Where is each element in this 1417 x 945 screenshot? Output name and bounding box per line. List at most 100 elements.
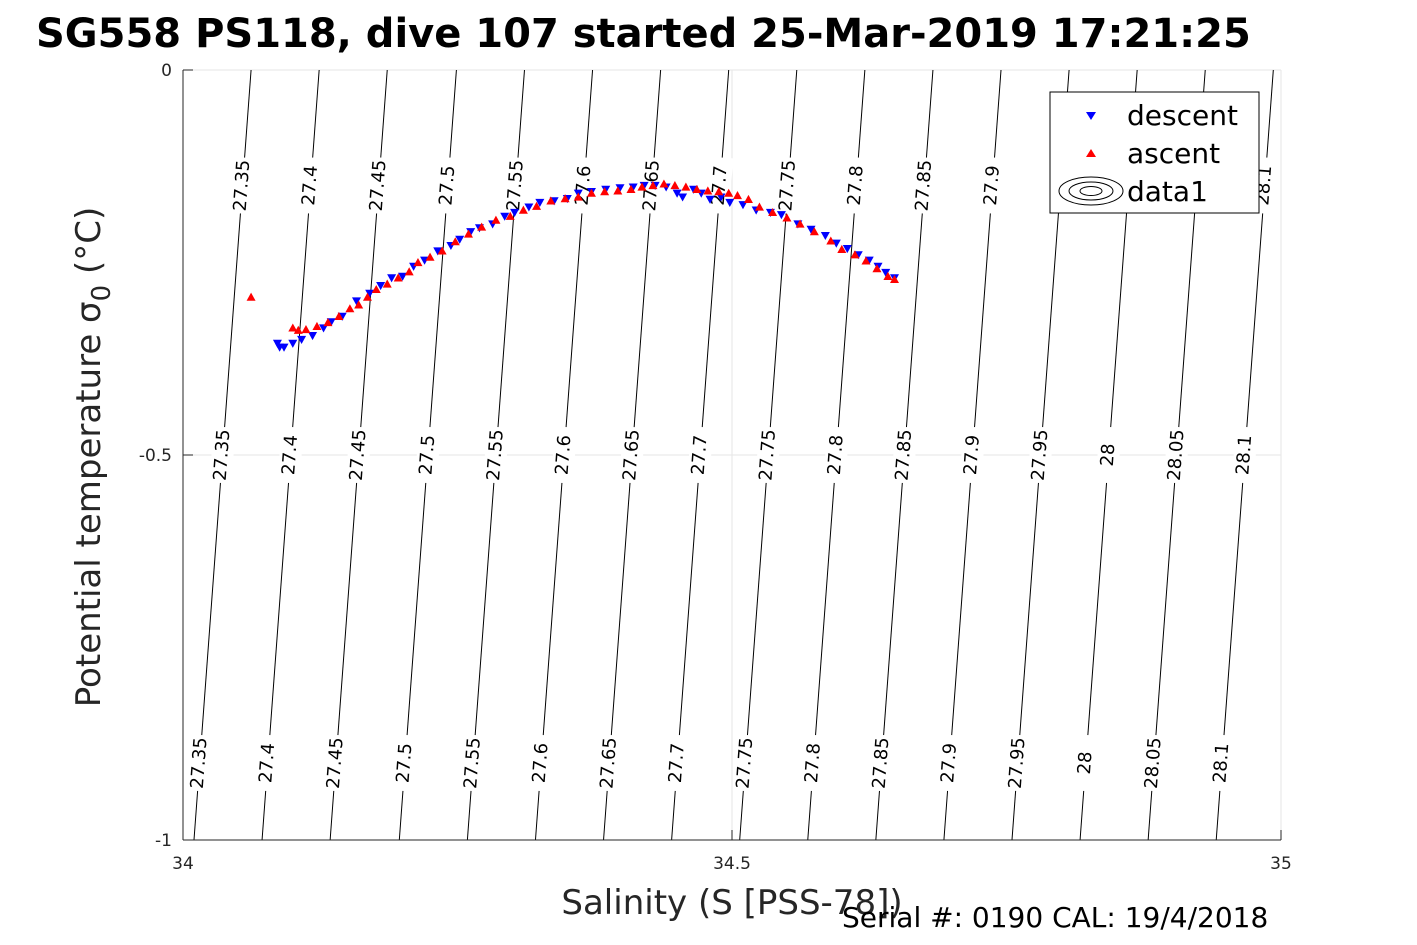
isopycnal-label-11-0: 27.9 bbox=[980, 165, 1004, 207]
descent-point-24 bbox=[524, 203, 534, 212]
ascent-point-5 bbox=[323, 318, 333, 327]
isopycnal-label-13-0: 28 bbox=[1097, 443, 1120, 467]
x-tick-label-2: 35 bbox=[1270, 854, 1292, 874]
ascent-point-31 bbox=[637, 182, 647, 191]
ascent-point-21 bbox=[505, 211, 515, 220]
isopycnal-label-14-1: 28.05 bbox=[1141, 736, 1166, 789]
isopycnal-label-3-0: 27.5 bbox=[435, 165, 459, 207]
legend-item-ascent: ascent bbox=[1086, 137, 1220, 170]
ascent-point-3 bbox=[301, 324, 311, 334]
isopycnal-label-bg-13-0 bbox=[1095, 426, 1122, 484]
ascent-point-33 bbox=[659, 179, 669, 188]
isopycnal-label-8-1: 27.75 bbox=[755, 428, 780, 481]
ascent-point-6 bbox=[334, 311, 344, 320]
axes bbox=[182, 69, 1282, 841]
isopycnal-label-bg-0-1 bbox=[209, 426, 236, 484]
ascent-point-36 bbox=[692, 184, 702, 193]
ascent-point-20 bbox=[491, 215, 501, 224]
isopycnal-label-6-2: 27.65 bbox=[596, 736, 621, 789]
isopycnal-label-bg-4-2 bbox=[460, 734, 487, 792]
legend-ascent-label: ascent bbox=[1127, 137, 1220, 170]
isopycnal-label-8-2: 27.75 bbox=[733, 736, 758, 789]
isopycnal-label-bg-7-1 bbox=[687, 426, 714, 484]
ascent-point-23 bbox=[532, 201, 542, 210]
isopycnal-label-bg-8-2 bbox=[732, 734, 759, 792]
descent-point-12 bbox=[387, 274, 397, 283]
ascent-point-4 bbox=[312, 321, 322, 331]
descent-point-3 bbox=[288, 339, 298, 348]
isopycnal-label-0-0: 27.35 bbox=[230, 159, 255, 212]
isopycnal-label-4-1: 27.55 bbox=[483, 428, 508, 481]
isopycnal-label-12-1: 27.95 bbox=[1005, 736, 1030, 789]
ascent-point-39 bbox=[724, 188, 734, 197]
isopycnal-label-bg-8-0 bbox=[775, 156, 802, 215]
ascent-point-19 bbox=[477, 222, 487, 231]
ascent-point-35 bbox=[681, 182, 691, 191]
descent-point-10 bbox=[365, 289, 375, 298]
isopycnal-label-bg-9-2 bbox=[800, 734, 827, 792]
ascent-point-14 bbox=[413, 258, 423, 267]
descent-point-48 bbox=[806, 225, 816, 234]
isopycnal-label-15-1: 28.1 bbox=[1232, 434, 1256, 476]
isopycnal-contours: 27.35 27.35 27.35 27.4 27.4 27.4 27.45 27.45 27.… bbox=[186, 69, 1278, 841]
isopycnal-label-0-1: 27.35 bbox=[210, 428, 235, 481]
isopycnal-label-bg-6-1 bbox=[619, 426, 646, 484]
descent-point-43 bbox=[738, 201, 748, 210]
ascent-point-48 bbox=[837, 244, 847, 254]
ascent-point-28 bbox=[600, 187, 610, 196]
isopycnal-label-bg-12-1 bbox=[1004, 734, 1031, 792]
isopycnal-label-bg-9-0 bbox=[843, 156, 870, 215]
descent-point-13 bbox=[398, 272, 408, 281]
isopycnal-label-9-0: 27.8 bbox=[844, 165, 868, 207]
ascent-point-27 bbox=[586, 188, 596, 197]
y-axis-label-subscript: 0 bbox=[87, 285, 117, 302]
isopycnal-label-bg-1-0 bbox=[297, 156, 324, 215]
ascent-point-17 bbox=[450, 237, 460, 246]
y-axis-label-unit: (°C) bbox=[69, 207, 109, 285]
descent-point-18 bbox=[455, 235, 465, 244]
x-tick-label-0: 34 bbox=[172, 854, 194, 874]
isopycnal-label-bg-3-1 bbox=[414, 426, 441, 484]
y-axis-label-text: Potential temperature bbox=[69, 334, 109, 707]
isopycnal-label-bg-0-0 bbox=[229, 156, 256, 215]
descent-point-4 bbox=[297, 335, 307, 344]
descent-point-2 bbox=[279, 343, 289, 352]
ascent-point-18 bbox=[463, 229, 473, 238]
isopycnal-label-6-1: 27.65 bbox=[619, 428, 644, 481]
series-ascent bbox=[246, 179, 900, 334]
isopycnal-label-11-2: 27.9 bbox=[937, 742, 961, 784]
isopycnal-label-1-0: 27.4 bbox=[298, 165, 322, 207]
isopycnal-label-5-2: 27.6 bbox=[529, 742, 553, 784]
descent-point-5 bbox=[308, 332, 318, 341]
isopycnal-label-10-0: 27.85 bbox=[911, 159, 936, 212]
descent-point-16 bbox=[433, 247, 443, 256]
isopycnal-label-bg-15-2 bbox=[1208, 734, 1235, 792]
isopycnal-label-2-2: 27.45 bbox=[323, 736, 348, 789]
descent-point-23 bbox=[510, 208, 520, 217]
legend-contour-icon bbox=[1058, 176, 1124, 206]
isopycnal-label-1-2: 27.4 bbox=[255, 742, 279, 784]
descent-point-42 bbox=[725, 198, 735, 207]
isopycnal-label-bg-9-1 bbox=[823, 426, 850, 484]
isopycnal-label-bg-14-1 bbox=[1140, 734, 1167, 792]
descent-point-37 bbox=[678, 193, 688, 202]
isopycnal-label-bg-0-2 bbox=[186, 734, 213, 792]
ascent-point-9 bbox=[362, 292, 372, 301]
ascent-point-1 bbox=[288, 323, 298, 332]
isopycnal-label-4-2: 27.55 bbox=[460, 736, 485, 789]
ascent-point-43 bbox=[768, 207, 778, 217]
ascent-point-25 bbox=[560, 194, 570, 203]
isopycnal-label-bg-2-0 bbox=[365, 156, 392, 215]
ascent-point-45 bbox=[795, 219, 805, 228]
ascent-point-51 bbox=[872, 264, 882, 273]
isopycnal-label-10-1: 27.85 bbox=[892, 428, 917, 481]
isopycnal-label-14-0: 28.05 bbox=[1164, 428, 1189, 481]
ascent-point-40 bbox=[732, 191, 742, 200]
ascent-point-22 bbox=[518, 205, 528, 214]
isopycnal-label-bg-8-1 bbox=[755, 426, 782, 484]
descent-point-41 bbox=[716, 193, 726, 202]
isopycnal-label-12-0: 27.95 bbox=[1028, 428, 1053, 481]
isopycnal-label-7-1: 27.7 bbox=[688, 434, 712, 476]
isopycnal-label-bg-5-1 bbox=[550, 426, 578, 484]
